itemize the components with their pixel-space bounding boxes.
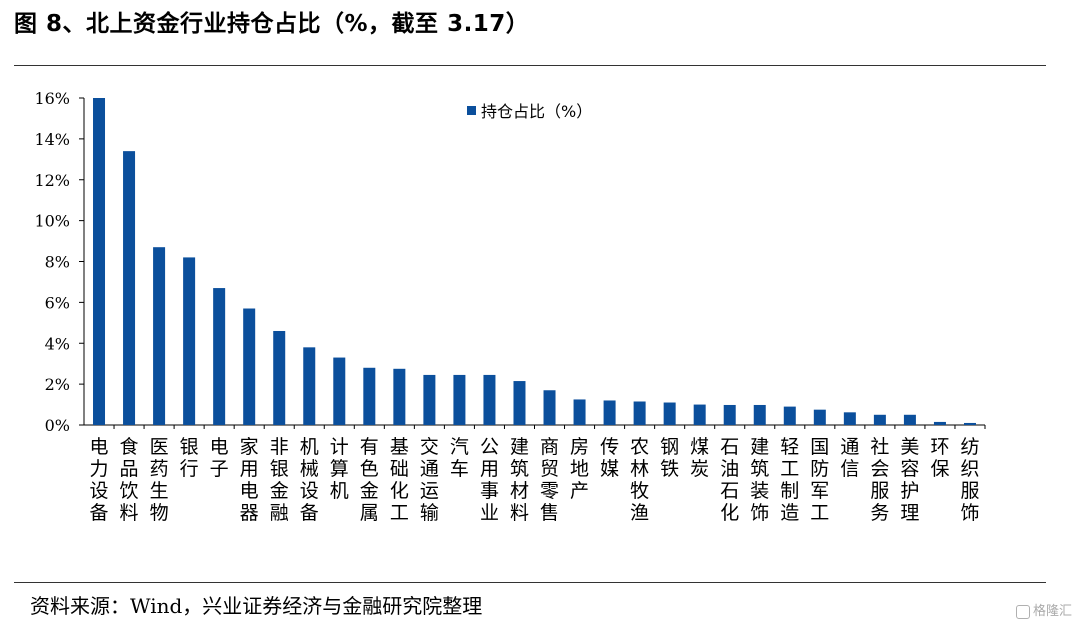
y-tick-label: 16% bbox=[34, 89, 70, 108]
bar-2 bbox=[123, 151, 136, 425]
x-tick-label: 房地产 bbox=[570, 436, 589, 502]
bar-14 bbox=[483, 374, 496, 425]
x-tick-label: 非银金融 bbox=[270, 436, 289, 524]
y-axis: 0% 2% 4% 6% 8% 10% 12% 14% 16% bbox=[34, 89, 986, 435]
bar-16 bbox=[543, 390, 556, 425]
x-tick-label: 家用电器 bbox=[240, 436, 259, 524]
x-tick-label: 建筑装饰 bbox=[750, 436, 769, 524]
bar-7 bbox=[273, 330, 286, 425]
bar-17 bbox=[573, 399, 586, 425]
source-note: 资料来源：Wind，兴业证券经济与金融研究院整理 bbox=[30, 594, 483, 618]
bar-23 bbox=[753, 404, 766, 425]
x-tick-label: 机械设备 bbox=[300, 436, 319, 524]
bar-26 bbox=[843, 412, 856, 425]
x-tick-label: 基础化工 bbox=[390, 436, 409, 524]
bar-11 bbox=[393, 368, 406, 425]
watermark: 格隆汇 bbox=[1015, 600, 1072, 619]
bar-28 bbox=[903, 414, 916, 425]
bar-30 bbox=[963, 422, 976, 425]
bar-15 bbox=[513, 381, 526, 425]
bar-1 bbox=[93, 98, 106, 425]
bar-10 bbox=[363, 367, 376, 425]
legend: 持仓占比（%） bbox=[467, 102, 592, 121]
x-tick-label: 公用事业 bbox=[480, 436, 499, 524]
x-tick-label: 交通运输 bbox=[420, 436, 439, 524]
bar-19 bbox=[633, 401, 646, 425]
legend-swatch bbox=[467, 106, 476, 115]
x-tick-label: 商贸零售 bbox=[540, 436, 559, 524]
bar-4 bbox=[183, 257, 196, 425]
x-tick-label: 轻工制造 bbox=[780, 436, 799, 524]
y-tick-label: 8% bbox=[45, 253, 70, 272]
legend-label: 持仓占比（%） bbox=[481, 102, 592, 121]
x-tick-label: 电子 bbox=[210, 436, 229, 480]
footer-rule bbox=[14, 582, 1046, 583]
y-tick-label: 6% bbox=[45, 293, 70, 312]
x-tick-label: 国防军工 bbox=[810, 436, 829, 524]
x-tick-label: 有色金属 bbox=[360, 436, 379, 524]
y-tick-label: 14% bbox=[34, 130, 70, 149]
x-tick-label: 食品饮料 bbox=[120, 436, 139, 524]
y-tick-label: 10% bbox=[34, 212, 70, 231]
x-tick-label: 社会服务 bbox=[870, 436, 889, 524]
bar-27 bbox=[873, 414, 886, 425]
y-tick-label: 0% bbox=[45, 416, 70, 435]
bar-9 bbox=[333, 357, 346, 425]
x-tick-label: 医药生物 bbox=[150, 436, 169, 524]
x-tick-label: 通信 bbox=[840, 436, 859, 480]
bar-3 bbox=[153, 247, 166, 425]
x-tick-label: 传媒 bbox=[600, 436, 619, 480]
bar-8 bbox=[303, 347, 316, 425]
x-tick-label: 建筑材料 bbox=[510, 436, 529, 524]
y-tick-label: 12% bbox=[34, 171, 70, 190]
bar-20 bbox=[663, 402, 676, 425]
bar-chart: 0% 2% 4% 6% 8% 10% 12% 14% 16% 电力设备食品饮料医药生物银行电子家… bbox=[34, 89, 986, 524]
y-tick-label: 2% bbox=[45, 375, 70, 394]
x-tick-label: 钢铁 bbox=[660, 436, 679, 480]
watermark-text: 格隆汇 bbox=[1032, 604, 1072, 619]
bar-12 bbox=[423, 374, 436, 425]
bar-18 bbox=[603, 400, 616, 425]
chart-title: 图 8、北上资金行业持仓占比（%，截至 3.17） bbox=[14, 11, 530, 37]
x-tick-label: 环保 bbox=[930, 436, 949, 480]
x-tick-label: 计算机 bbox=[330, 436, 349, 502]
x-tick-label: 汽车 bbox=[450, 436, 469, 480]
bar-6 bbox=[243, 308, 256, 425]
bar-25 bbox=[813, 409, 826, 425]
y-tick-label: 4% bbox=[45, 334, 70, 353]
bar-13 bbox=[453, 374, 466, 425]
x-tick-label: 纺织服饰 bbox=[960, 436, 979, 524]
bar-24 bbox=[783, 406, 796, 425]
bars bbox=[93, 98, 976, 425]
x-tick-label: 银行 bbox=[180, 436, 199, 480]
x-axis-labels: 电力设备食品饮料医药生物银行电子家用电器非银金融机械设备计算机有色金属基础化工交… bbox=[90, 436, 980, 524]
bar-21 bbox=[693, 404, 706, 425]
x-tick-label: 电力设备 bbox=[90, 436, 109, 524]
x-tick-label: 石油石化 bbox=[720, 436, 739, 524]
bar-5 bbox=[213, 288, 226, 425]
x-tick-label: 煤炭 bbox=[690, 436, 709, 480]
header-rule bbox=[14, 65, 1046, 66]
x-tick-label: 农林牧渔 bbox=[630, 436, 649, 524]
watermark-logo-icon bbox=[1015, 604, 1030, 619]
x-tick-label: 美容护理 bbox=[900, 436, 919, 524]
bar-22 bbox=[723, 404, 736, 425]
bar-29 bbox=[933, 421, 946, 425]
